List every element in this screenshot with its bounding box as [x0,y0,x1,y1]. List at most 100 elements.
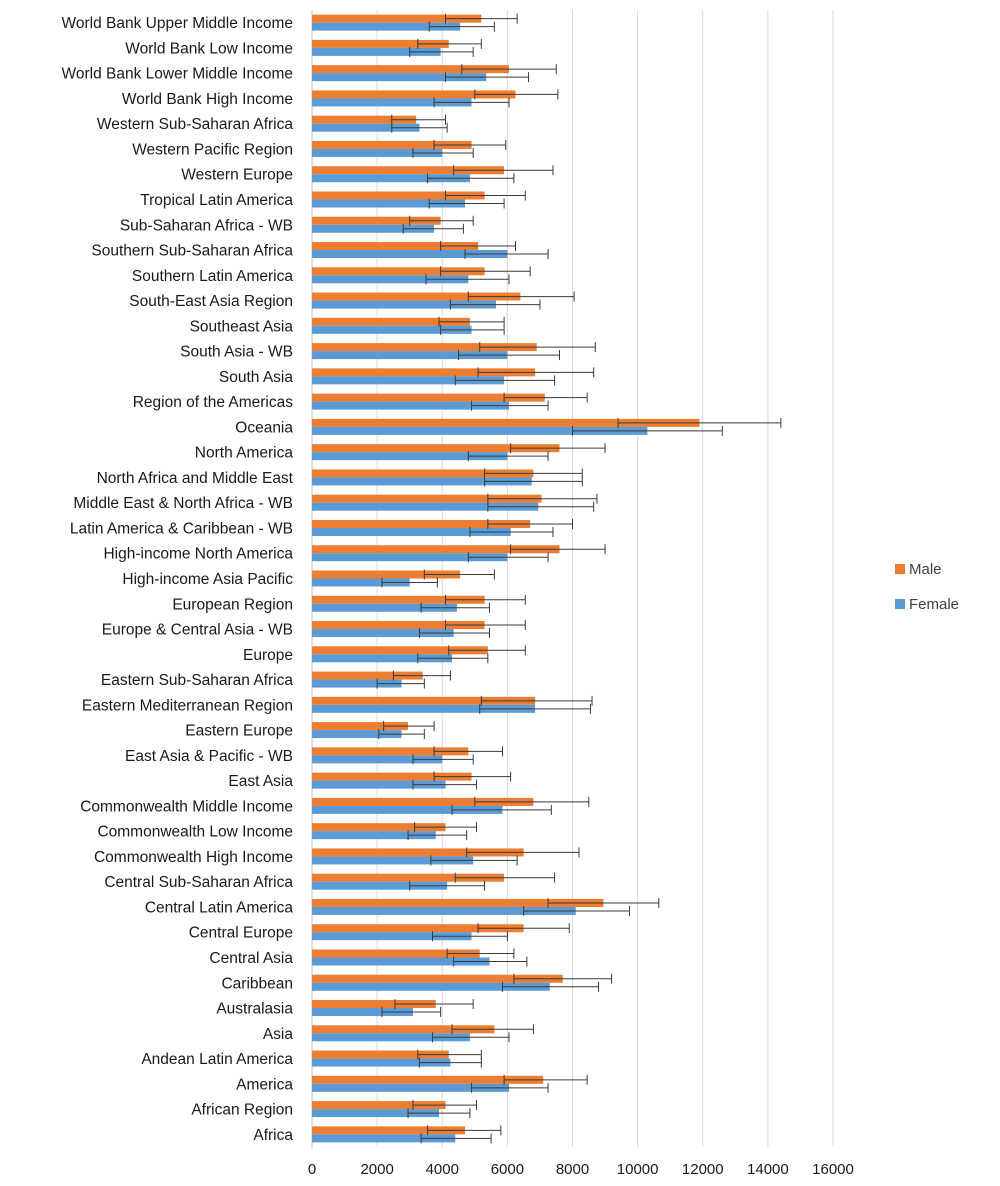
error-bar-male-southern-latin-america [440,266,531,277]
error-bar-female-world-bank-high-income [433,97,510,108]
bar-male-eastern-mediterranean-region [312,696,536,705]
error-bar-male-tropical-latin-america [445,190,526,201]
error-bar-female-southern-sub-saharan-africa [464,249,549,260]
category-label-north-africa-and-middle-east: North Africa and Middle East [97,470,294,487]
error-bar-female-caribbean [501,981,600,992]
bar-female-world-bank-lower-middle-income [312,73,487,82]
error-bar-female-high-income-north-america [467,552,549,563]
category-label-african-region: African Region [191,1102,293,1119]
category-label-south-asia-wb: South Asia - WB [180,344,293,361]
bar-male-south-asia-wb [312,343,537,352]
bar-male-middle-east-north-africa-wb [312,494,542,503]
error-bar-male-asia [451,1024,534,1035]
bar-male-european-region [312,595,485,604]
bar-female-western-europe [312,174,470,183]
error-bar-female-south-asia [454,375,556,386]
category-label-commonwealth-middle-income: Commonwealth Middle Income [80,798,293,815]
category-label-central-asia: Central Asia [209,950,293,967]
error-bar-male-central-europe [477,923,570,934]
bar-female-tropical-latin-america [312,199,466,208]
error-bar-female-sub-saharan-africa-wb [402,223,464,234]
bar-male-world-bank-high-income [312,90,516,99]
bar-male-southern-latin-america [312,267,485,276]
error-bar-male-south-east-asia-region [467,291,575,302]
category-label-asia: Asia [263,1026,294,1043]
error-bar-female-central-sub-saharan-africa [409,880,486,891]
bar-female-southeast-asia [312,325,472,334]
bar-female-western-pacific-region [312,148,443,157]
error-bar-female-east-asia [412,779,477,790]
bar-male-east-asia-pacific-wb [312,747,469,756]
bar-female-europe [312,654,453,663]
error-bar-female-asia [431,1032,510,1043]
error-bar-female-western-pacific-region [412,147,474,158]
bar-male-asia [312,1025,495,1034]
error-bar-male-high-income-north-america [510,544,606,555]
error-bar-male-north-america [510,443,606,454]
bar-male-andean-latin-america [312,1050,449,1059]
category-label-western-europe: Western Europe [181,167,293,184]
bar-male-south-east-asia-region [312,292,521,301]
error-bar-female-central-latin-america [523,905,630,916]
error-bar-female-north-africa-and-middle-east [484,476,583,487]
bar-male-africa [312,1126,466,1135]
error-bar-male-world-bank-low-income [417,38,482,49]
category-label-tropical-latin-america: Tropical Latin America [140,192,293,209]
category-label-world-bank-low-income: World Bank Low Income [125,40,293,57]
error-bar-male-western-europe [453,165,554,176]
bar-male-world-bank-upper-middle-income [312,14,482,23]
error-bar-female-southern-latin-america [425,274,510,285]
error-bar-male-high-income-asia-pacific [423,569,495,580]
bar-male-east-asia [312,772,472,781]
bar-female-central-latin-america [312,906,576,915]
bar-male-western-sub-saharan-africa [312,115,417,124]
error-bar-male-eastern-europe [383,721,435,732]
bar-male-southeast-asia [312,317,470,326]
error-bar-male-africa [427,1125,502,1136]
error-bar-male-commonwealth-low-income [414,822,477,833]
error-bar-female-world-bank-upper-middle-income [428,21,495,32]
error-bar-male-western-pacific-region [433,139,507,150]
error-bar-female-africa [420,1133,492,1144]
bar-male-central-latin-america [312,898,604,907]
category-label-oceania: Oceania [235,419,293,436]
category-label-commonwealth-low-income: Commonwealth Low Income [97,824,293,841]
x-tick-label-16000: 16000 [812,1161,854,1178]
bar-male-eastern-europe [312,722,409,731]
x-tick-label-8000: 8000 [556,1161,589,1178]
error-bar-female-latin-america-caribbean-wb [469,526,554,537]
bar-female-asia [312,1033,470,1042]
bar-female-region-of-the-americas [312,401,510,410]
bar-female-south-east-asia-region [312,300,496,309]
bar-female-sub-saharan-africa-wb [312,224,435,233]
category-label-europe: Europe [243,647,293,664]
bar-female-central-europe [312,932,472,941]
legend-label-male: Male [909,561,942,578]
category-label-european-region: European Region [172,596,293,613]
error-bar-male-region-of-the-americas [503,392,588,403]
bar-female-southern-latin-america [312,275,469,284]
error-bar-male-east-asia [433,771,512,782]
error-bar-female-australasia [381,1007,442,1018]
bar-male-commonwealth-high-income [312,848,524,857]
error-bar-male-caribbean [513,973,613,984]
bar-female-north-africa-and-middle-east [312,477,532,486]
error-bar-male-america [503,1074,588,1085]
bar-male-europe [312,646,488,655]
bar-male-central-europe [312,924,524,933]
error-bar-female-world-bank-low-income [409,46,474,57]
x-axis-tick-labels: 0 2000 4000 6000 8000 10000 12000 14000 16000 [308,1161,854,1178]
bar-male-america [312,1075,544,1084]
error-bar-male-south-asia-wb [479,342,596,353]
legend-swatch-male [895,564,905,574]
category-label-region-of-the-americas: Region of the Americas [133,394,294,411]
error-bar-male-african-region [412,1100,477,1111]
category-label-australasia: Australasia [216,1001,293,1018]
bar-male-southern-sub-saharan-africa [312,242,479,251]
bar-male-latin-america-caribbean-wb [312,519,531,528]
category-label-southern-latin-america: Southern Latin America [132,268,294,285]
category-label-eastern-mediterranean-region: Eastern Mediterranean Region [82,697,293,714]
category-label-africa: Africa [253,1127,293,1144]
category-label-western-pacific-region: Western Pacific Region [132,141,293,158]
bar-male-commonwealth-middle-income [312,797,534,806]
